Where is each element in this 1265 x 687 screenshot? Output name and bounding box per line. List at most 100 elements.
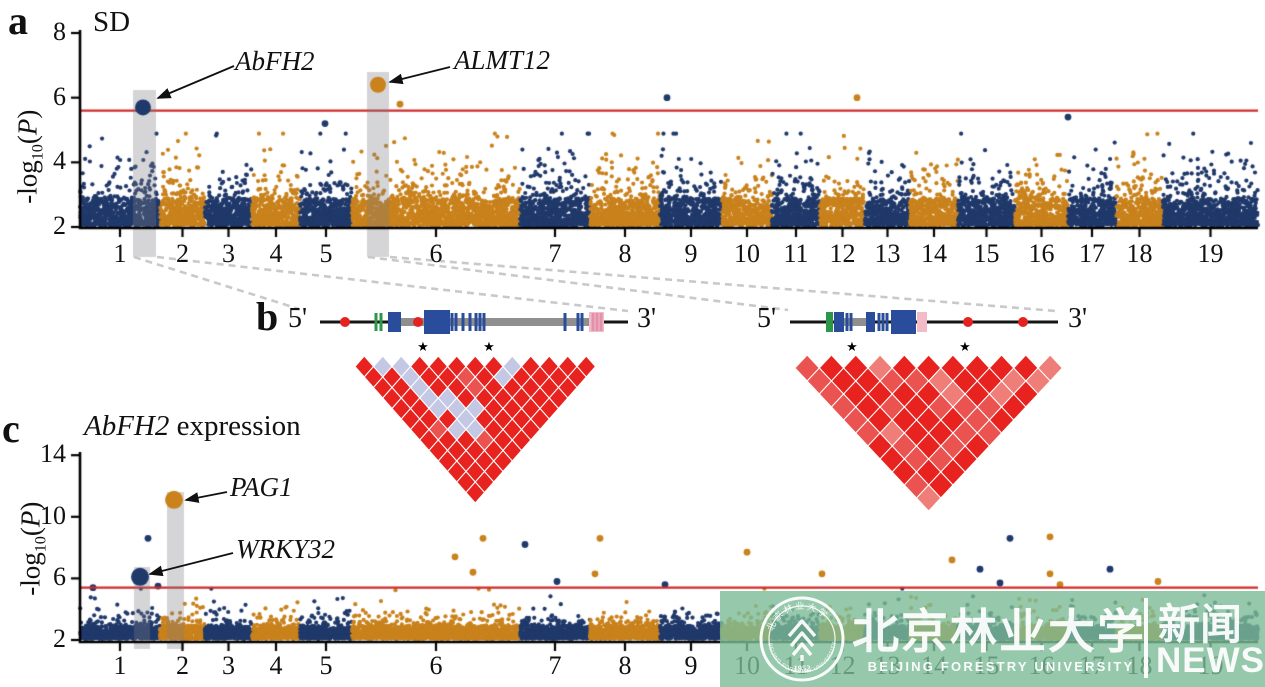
y-tick-label: 8	[53, 17, 66, 47]
gene-blue-bar	[461, 313, 465, 331]
x-tick-label-chromosome: 19	[1197, 239, 1224, 268]
gene-pinkstripe-bar	[595, 313, 599, 331]
seal-year: 1952	[794, 663, 811, 673]
panel-c-letter: c	[2, 406, 20, 451]
panel-c-title-rest: expression	[169, 410, 301, 442]
ylabel-close: )	[12, 109, 43, 119]
y-tick-label: 2	[53, 624, 66, 653]
news-label-english: NEWS	[1156, 641, 1265, 680]
y-tick-label: 6	[53, 562, 66, 592]
ylabel-sub: 10	[31, 536, 50, 553]
x-tick-label-chromosome: 10	[734, 239, 760, 268]
y-tick-label: 6	[53, 81, 66, 111]
x-tick-label-chromosome: 5	[319, 651, 333, 680]
ld-heatmap-triangle-right	[794, 354, 1063, 512]
gene-label-pag1: PAG1	[230, 472, 293, 502]
university-seal-logo: 北京林业大学 BEIJING FORESTRY UNIVERSITY 1952	[759, 596, 845, 682]
snp-marker-dot	[413, 317, 423, 327]
gene-blue-bar	[468, 313, 472, 331]
gene-model-right: ★ ★	[790, 310, 1058, 354]
gene-blue-bar	[885, 313, 889, 331]
panel-c-title-gene: AbFH2	[84, 410, 170, 442]
gene-blue-bar	[563, 313, 567, 331]
x-tick-label-chromosome: 3	[222, 651, 235, 680]
snp-marker-dot	[963, 317, 973, 327]
panel-a-title: SD	[93, 6, 131, 38]
x-tick-label-chromosome: 18	[1126, 239, 1153, 268]
gene-blue-box	[891, 310, 916, 334]
university-name-chinese: 北京林业大学	[852, 607, 1146, 659]
gene-blue-bar	[877, 313, 881, 331]
gene-label-almt12: ALMT12	[454, 45, 551, 75]
band-to-gene-connector-line	[367, 255, 789, 312]
x-tick-label-chromosome: 4	[269, 651, 283, 680]
three-prime-label-right-gene: 3'	[1068, 303, 1088, 334]
x-tick-label-chromosome: 7	[548, 651, 562, 680]
gene-green-bar	[379, 313, 383, 331]
significant-snp-star: ★	[483, 339, 495, 354]
gene-green-bar	[374, 313, 378, 331]
gene-blue-bar	[576, 313, 580, 331]
significant-snp-star: ★	[846, 339, 858, 354]
gene-blue-box	[424, 310, 450, 334]
ld-cell	[915, 484, 942, 512]
gene-green-box	[826, 312, 833, 332]
x-tick-label-chromosome: 7	[548, 239, 562, 268]
x-tick-label-chromosome: 9	[684, 239, 698, 268]
gene-blue-box	[834, 312, 844, 332]
gene-blue-bar	[849, 313, 853, 331]
x-tick-label-chromosome: 3	[222, 239, 235, 268]
gene-blue-bar	[478, 313, 482, 331]
y-tick-label: 14	[40, 439, 66, 469]
snp-marker-dot	[1018, 317, 1028, 327]
ylabel-variable: P	[12, 118, 43, 136]
x-tick-label-chromosome: 15	[973, 239, 1000, 268]
five-prime-label-right-gene: 5'	[757, 303, 777, 334]
gene-label-wrky32: WRKY32	[236, 534, 336, 564]
significant-snp-star: ★	[417, 339, 429, 354]
x-tick-label-chromosome: 9	[684, 651, 698, 680]
ylabel-open: (	[12, 135, 43, 145]
x-tick-label-chromosome: 6	[429, 239, 443, 268]
university-news-watermark: 北京林业大学 BEIJING FORESTRY UNIVERSITY 1952 …	[720, 591, 1265, 687]
x-tick-label-chromosome: 4	[269, 239, 283, 268]
band-to-gene-connector-line	[389, 255, 1057, 313]
gene-blue-box	[866, 312, 875, 332]
gene-pinkstripe-bar	[599, 313, 603, 331]
ld-heatmap-triangle-left	[354, 355, 597, 504]
abfh2-arrow	[156, 65, 235, 99]
gene-blue-bar	[881, 313, 885, 331]
wrky32-arrow	[148, 552, 234, 577]
x-tick-label-chromosome: 6	[429, 651, 443, 680]
gene-blue-bar	[580, 313, 584, 331]
x-tick-label-chromosome: 8	[618, 651, 632, 680]
y-tick-label: 10	[40, 500, 66, 530]
almt12-arrow	[388, 66, 451, 85]
gene-label-abfh2: AbFH2	[235, 46, 315, 76]
panel-a-letter: a	[8, 0, 28, 43]
five-prime-label-left-gene: 5'	[288, 303, 308, 334]
x-tick-label-chromosome: 1	[113, 239, 127, 268]
x-tick-label-chromosome: 2	[176, 239, 189, 268]
x-tick-label-chromosome: 12	[829, 239, 856, 268]
x-tick-label-chromosome: 16	[1028, 239, 1055, 268]
snp-marker-dot	[340, 317, 350, 327]
watermark-divider-bar	[1144, 598, 1148, 678]
gene-pinkstripe-bar	[591, 313, 595, 331]
ld-cell	[465, 481, 486, 504]
x-tick-label-chromosome: 5	[319, 239, 333, 268]
pag1-arrow	[184, 491, 228, 503]
gene-model-left: ★ ★	[320, 310, 628, 354]
news-label-chinese: 新闻	[1158, 603, 1243, 649]
panel-c-title: AbFH2 expression	[84, 411, 301, 441]
band-to-gene-connector-line	[133, 255, 300, 311]
y-tick-label: 4	[53, 146, 66, 176]
x-tick-label-chromosome: 14	[921, 239, 947, 268]
gene-pink-box	[917, 312, 927, 332]
seal-pine-tree-icon	[787, 619, 817, 661]
y-tick-label: 2	[53, 211, 66, 240]
three-prime-label-left-gene: 3'	[637, 303, 657, 334]
